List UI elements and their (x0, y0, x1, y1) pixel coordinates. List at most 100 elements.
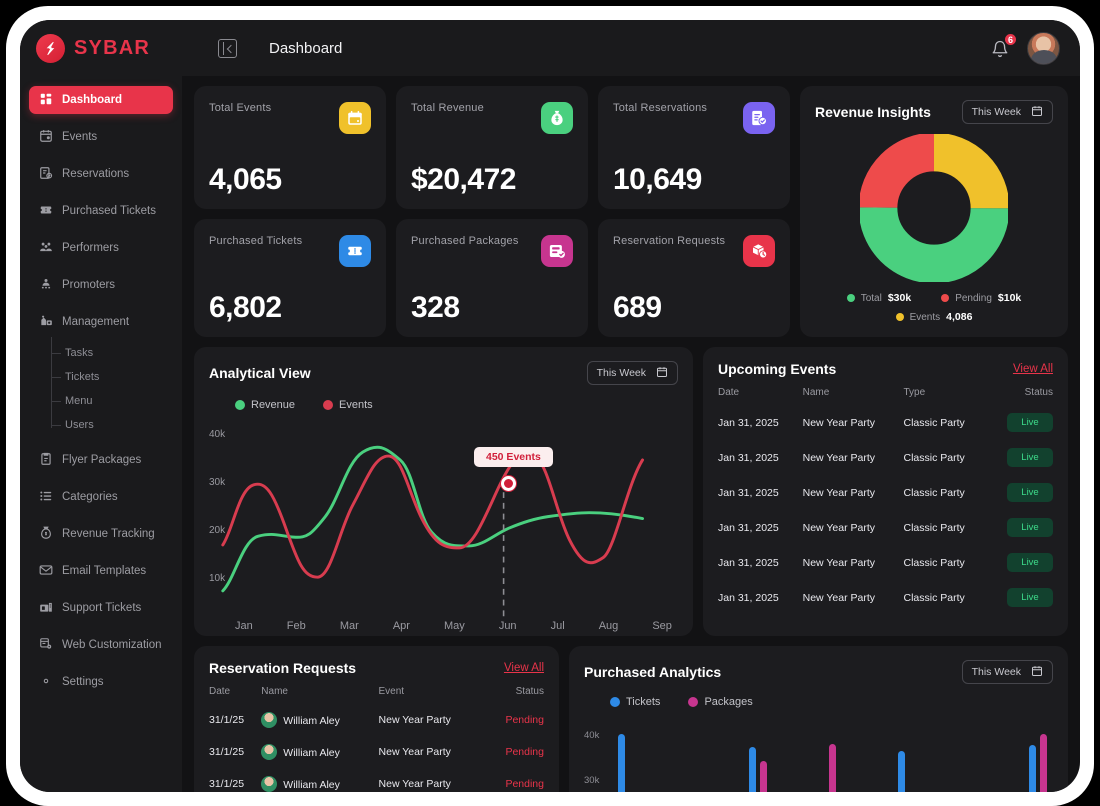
sidebar-item-web-customization[interactable]: Web Customization (29, 631, 173, 659)
bar-tickets[interactable] (898, 751, 905, 792)
requester-name: William Aley (283, 747, 340, 759)
stat-card-purchased-tickets[interactable]: Purchased Tickets 6,802 (194, 219, 386, 337)
sidebar-item-label: Performers (62, 242, 119, 254)
top-bar-actions: 6 (991, 31, 1060, 65)
analytics-legend: Revenue Events (235, 399, 678, 411)
chart-marker-dot[interactable] (501, 476, 516, 491)
sidebar-item-flyer-packages[interactable]: Flyer Packages (29, 446, 173, 474)
brand-logo[interactable]: SYBAR (36, 33, 198, 63)
cell-name: New Year Party (802, 521, 875, 534)
sidebar-item-settings[interactable]: Settings (29, 668, 173, 696)
table-row[interactable]: 31/1/25 William Aley New Year Party Pend… (209, 736, 544, 768)
purchased-range-selector[interactable]: This Week (961, 660, 1053, 684)
reservation-requests-table: Date Name Event Status 31/1/25 William A… (209, 686, 544, 792)
range-label: This Week (596, 367, 646, 379)
table-row[interactable]: Jan 31, 2025 New Year Party Classic Part… (718, 405, 1053, 440)
table-row[interactable]: 31/1/25 William Aley New Year Party Pend… (209, 704, 544, 736)
bar-series-container (618, 718, 1047, 792)
sidebar-item-reservations[interactable]: Reservations (29, 160, 173, 188)
panel-title: Purchased Analytics (584, 664, 722, 680)
sidebar-item-promoters[interactable]: Promoters (29, 271, 173, 299)
cell-type: Classic Party (903, 521, 965, 534)
y-tick: 30k (209, 477, 226, 488)
sidebar-item-label: Categories (62, 491, 118, 503)
sidebar-subitem-tasks[interactable]: Tasks (51, 341, 173, 365)
sidebar-item-performers[interactable]: Performers (29, 234, 173, 262)
bar-packages[interactable] (829, 744, 836, 792)
sidebar-item-label: Dashboard (62, 94, 123, 106)
stat-value: 10,649 (613, 163, 702, 196)
bar-tickets[interactable] (1029, 745, 1036, 792)
sidebar-item-categories[interactable]: Categories (29, 483, 173, 511)
cell-status: Live (989, 405, 1053, 440)
sidebar-subitem-tickets[interactable]: Tickets (51, 365, 173, 389)
column-header: Status (1024, 387, 1053, 398)
donut-svg (860, 134, 1008, 282)
sidebar-item-email-templates[interactable]: Email Templates (29, 557, 173, 585)
cell-event: New Year Party (378, 714, 451, 726)
table-row[interactable]: Jan 31, 2025 New Year Party Classic Part… (718, 440, 1053, 475)
x-tick: Mar (339, 620, 359, 632)
x-tick: Jul (550, 620, 565, 632)
sidebar-item-events[interactable]: Events (29, 123, 173, 151)
analytical-view-panel: Analytical View This Week Revenue (194, 347, 693, 636)
sidebar-item-label: Revenue Tracking (62, 528, 155, 540)
stat-card-reservation-requests[interactable]: Reservation Requests 689 (598, 219, 790, 337)
flyer-icon (39, 452, 53, 469)
stat-label: Purchased Packages (411, 235, 519, 247)
bar-tickets[interactable] (618, 734, 625, 792)
table-row[interactable]: Jan 31, 2025 New Year Party Classic Part… (718, 510, 1053, 545)
notification-badge: 6 (1003, 32, 1018, 47)
y-axis-ticks: 40k 30k 20k 10k (209, 415, 239, 628)
page-title: Dashboard (269, 39, 343, 57)
sidebar-item-support-tickets[interactable]: Support Tickets (29, 594, 173, 622)
view-all-link[interactable]: View All (1012, 363, 1053, 375)
reservation-icon (743, 102, 775, 134)
table-row[interactable]: Jan 31, 2025 New Year Party Classic Part… (718, 475, 1053, 510)
calendar-icon (1031, 665, 1043, 680)
management-icon (39, 314, 53, 331)
legend-value: $10k (997, 292, 1022, 304)
sidebar-item-label: Events (62, 131, 98, 143)
box-clock-icon (743, 235, 775, 267)
sidebar-item-label: Email Templates (62, 565, 147, 577)
bar-packages[interactable] (1040, 734, 1047, 792)
sidebar-item-dashboard[interactable]: Dashboard (29, 86, 173, 114)
sidebar-item-revenue-tracking[interactable]: Revenue Tracking (29, 520, 173, 548)
clipboard-check-icon (39, 166, 53, 183)
table-row[interactable]: 31/1/25 William Aley New Year Party Pend… (209, 768, 544, 792)
stat-card-total-events[interactable]: Total Events 4,065 (194, 86, 386, 209)
notifications-button[interactable]: 6 (991, 32, 1018, 60)
analytics-range-selector[interactable]: This Week (586, 361, 678, 385)
x-tick: Jun (498, 620, 517, 632)
stats-area: Total Events 4,065 Total Revenue $ (194, 86, 1068, 337)
avatar[interactable] (1027, 31, 1060, 65)
table-row[interactable]: Jan 31, 2025 New Year Party Classic Part… (718, 580, 1053, 615)
stat-card-total-reservations[interactable]: Total Reservations 10,649 (598, 86, 790, 209)
sidebar-item-management[interactable]: Management (29, 308, 173, 336)
sidebar-item-purchased-tickets[interactable]: Purchased Tickets (29, 197, 173, 225)
view-all-link[interactable]: View All (503, 662, 544, 674)
stats-grid: Total Events 4,065 Total Revenue $ (194, 86, 790, 337)
status-badge: Pending (505, 746, 544, 758)
sidebar-item-label: Flyer Packages (62, 454, 142, 466)
stat-label: Reservation Requests (613, 235, 726, 247)
sidebar-subitem-users[interactable]: Users (51, 413, 173, 437)
x-tick: Jan (235, 620, 253, 632)
range-label: This Week (971, 106, 1021, 118)
table-row[interactable]: Jan 31, 2025 New Year Party Classic Part… (718, 545, 1053, 580)
sidebar-collapse-icon[interactable] (218, 38, 237, 58)
bottom-row: Reservation Requests View All Date Name … (194, 646, 1068, 792)
revenue-range-selector[interactable]: This Week (961, 100, 1053, 124)
legend-item-revenue: Revenue (235, 399, 295, 411)
bar-packages[interactable] (760, 761, 767, 792)
stat-card-total-revenue[interactable]: Total Revenue $20,472 (396, 86, 588, 209)
x-tick: Feb (286, 620, 306, 632)
legend-dot (895, 313, 904, 321)
cell-status: Live (989, 510, 1053, 545)
bar-tickets[interactable] (749, 747, 756, 792)
stat-card-purchased-packages[interactable]: Purchased Packages 328 (396, 219, 588, 337)
sidebar-subitem-menu[interactable]: Menu (51, 389, 173, 413)
stat-value: 689 (613, 291, 662, 324)
panel-title: Analytical View (209, 365, 311, 381)
